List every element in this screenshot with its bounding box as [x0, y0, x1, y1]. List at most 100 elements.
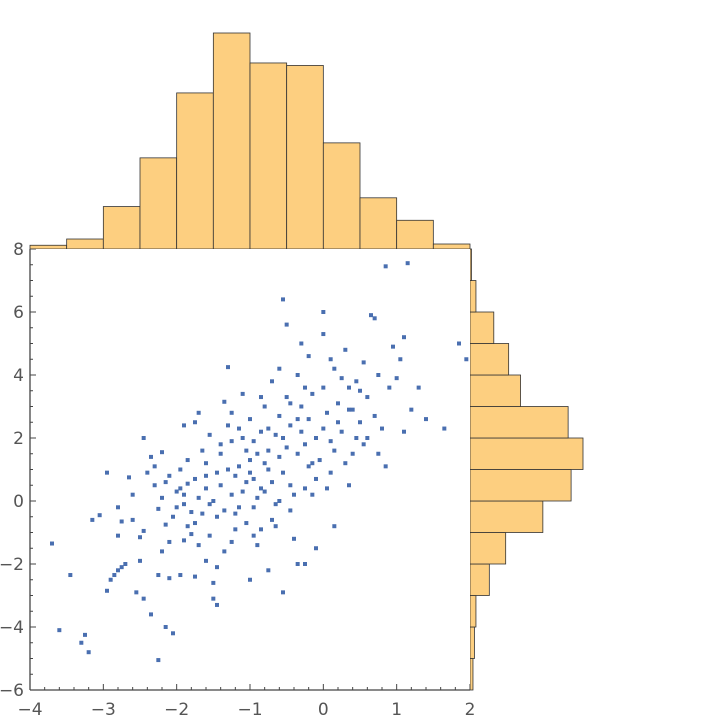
data-point — [416, 385, 421, 390]
data-point — [200, 511, 205, 516]
data-point — [281, 470, 285, 475]
data-point — [141, 596, 146, 601]
data-point — [259, 395, 263, 400]
data-point — [336, 420, 340, 425]
plot-background — [30, 249, 470, 690]
data-point — [141, 528, 146, 533]
data-point — [196, 495, 201, 500]
data-point — [222, 399, 227, 404]
data-point — [321, 426, 326, 431]
data-point — [251, 439, 256, 444]
data-point — [171, 631, 175, 636]
data-point — [288, 483, 293, 488]
y-histogram-bar — [469, 469, 572, 502]
data-point — [361, 442, 366, 447]
data-point — [229, 439, 234, 444]
x-histogram — [29, 32, 471, 250]
data-point — [310, 391, 315, 396]
data-point — [112, 573, 117, 578]
data-point — [358, 420, 362, 425]
data-point — [237, 426, 241, 431]
data-point — [332, 524, 337, 529]
data-point — [321, 332, 326, 337]
data-point — [284, 445, 289, 450]
data-point — [255, 495, 260, 500]
data-point — [156, 506, 161, 511]
data-point — [189, 510, 194, 515]
data-point — [277, 499, 282, 503]
data-point — [233, 527, 238, 532]
data-point — [350, 407, 355, 412]
data-point — [442, 426, 447, 431]
data-point — [336, 401, 340, 406]
data-point — [321, 385, 326, 390]
data-point — [358, 388, 362, 393]
data-point — [178, 467, 183, 472]
data-point — [259, 527, 263, 532]
data-point — [163, 625, 168, 629]
data-point — [376, 451, 381, 456]
data-point — [343, 461, 348, 466]
data-point — [163, 480, 168, 485]
data-point — [457, 341, 461, 346]
data-point — [218, 451, 223, 456]
y-tick-label: 0 — [13, 492, 24, 512]
data-point — [394, 376, 399, 381]
data-point — [339, 376, 344, 381]
data-point — [244, 448, 249, 453]
data-point — [138, 558, 142, 563]
data-point — [314, 476, 318, 481]
data-point — [376, 373, 381, 377]
data-point — [317, 458, 322, 463]
data-point — [277, 454, 282, 459]
data-point — [255, 451, 260, 456]
data-point — [57, 628, 62, 633]
data-point — [185, 458, 190, 463]
data-point — [226, 365, 230, 370]
y-histogram-bar — [469, 437, 584, 470]
data-point — [156, 658, 161, 663]
data-point — [185, 524, 190, 529]
data-point — [182, 502, 186, 507]
data-point — [343, 347, 348, 352]
data-point — [292, 492, 296, 497]
y-histogram-bar — [469, 248, 472, 281]
data-point — [244, 480, 249, 485]
data-point — [383, 464, 388, 469]
data-point — [299, 429, 304, 434]
data-point — [130, 517, 135, 522]
data-point — [196, 410, 201, 415]
data-point — [145, 470, 150, 475]
x-tick-label: −4 — [17, 700, 42, 720]
y-histogram-bar — [469, 532, 507, 565]
data-point — [204, 486, 208, 491]
data-point — [233, 473, 238, 478]
x-histogram-bar — [212, 32, 251, 250]
y-histogram-bar — [469, 500, 544, 533]
y-tick-label: 2 — [13, 429, 24, 449]
data-point — [303, 385, 307, 390]
data-point — [306, 417, 311, 422]
data-point — [116, 533, 120, 538]
data-point — [328, 439, 333, 444]
data-point — [138, 535, 142, 540]
data-point — [105, 470, 109, 475]
data-point — [295, 417, 300, 422]
data-point — [332, 366, 337, 371]
data-point — [314, 436, 318, 440]
data-point — [149, 612, 153, 617]
data-point — [174, 489, 179, 494]
data-point — [350, 451, 355, 456]
data-point — [68, 573, 73, 578]
data-point — [277, 366, 282, 371]
data-point — [185, 481, 190, 486]
y-tick-label: 4 — [13, 366, 24, 386]
data-point — [105, 588, 109, 593]
data-point — [167, 576, 172, 581]
data-point — [398, 357, 403, 362]
data-point — [178, 573, 183, 578]
data-point — [240, 436, 245, 440]
data-point — [204, 461, 208, 466]
data-point — [160, 549, 164, 554]
